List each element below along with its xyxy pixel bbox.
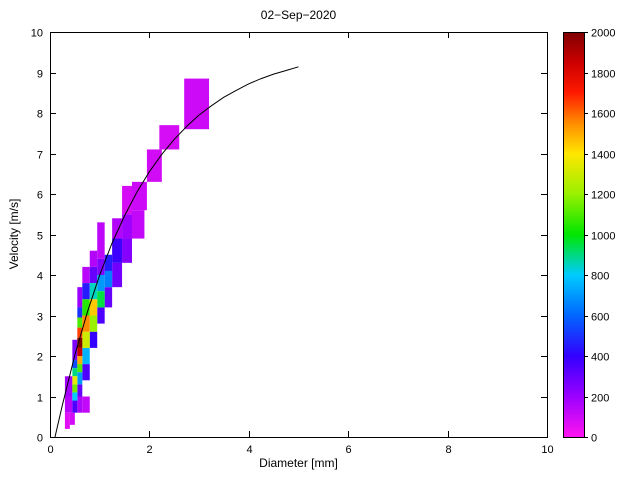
colorbar-tick-label: 200 [591,393,609,405]
colorbar-tick-label: 2000 [591,28,615,40]
heatmap-cell [112,262,123,288]
heatmap-cell [77,337,83,348]
heatmap-cell [72,368,78,377]
y-tick-label: 8 [37,109,43,121]
axis-ticks [50,32,548,438]
y-tick-label: 1 [37,393,43,405]
heatmap-cell [132,210,145,239]
heatmap-cell [77,372,83,385]
heatmap-cell [82,396,90,413]
y-tick-label: 0 [37,433,43,445]
heatmap-cell [82,331,90,348]
colorbar-tick-label: 1600 [591,109,615,121]
heatmap-cell [122,214,133,239]
heatmap-cell [64,412,70,429]
heatmap-cell [97,291,105,308]
y-tick-label: 7 [37,150,43,162]
colorbar-tick-label: 600 [591,312,609,324]
colorbar-tick-label: 1200 [591,190,615,202]
heatmap-cell [97,307,105,324]
y-tick-label: 3 [37,312,43,324]
heatmap-cell [122,185,133,215]
heatmap-cell [122,238,133,263]
colorbar-tick-label: 800 [591,271,609,283]
y-tick-label: 4 [37,271,43,283]
y-tick-label: 10 [31,28,43,40]
heatmap-cells [64,78,210,429]
heatmap-cell [77,364,83,373]
heatmap-cell [82,266,90,284]
x-tick-label: 10 [541,444,553,456]
y-tick-label: 5 [37,231,43,243]
heatmap-cell [97,275,105,292]
heatmap-cell [104,254,113,271]
colorbar-tick-label: 1400 [591,150,615,162]
heatmap-cell [77,307,83,318]
colorbar-tick-label: 400 [591,352,609,364]
heatmap-cell [97,222,105,259]
heatmap-cell [89,331,98,348]
heatmap-cell [89,250,98,267]
colorbar: 0 200 400 600 800 1000 1200 1400 1600 1800 2000 [563,28,615,445]
heatmap-cell [112,238,123,263]
axis-tick-labels: 0 2 4 6 8 10 0 1 2 3 4 5 6 7 8 9 10 [31,28,554,457]
heatmap-cell [184,78,210,130]
x-tick-label: 0 [47,444,53,456]
heatmap-cell [82,283,90,300]
heatmap-cell [77,347,83,356]
heatmap-cell [82,299,90,316]
colorbar-gradient [563,32,584,437]
y-tick-label: 6 [37,190,43,202]
heatmap-cell [64,376,73,397]
heatmap-cell [82,315,90,332]
heatmap-cell [104,287,113,308]
x-tick-label: 2 [146,444,152,456]
heatmap-cell [72,384,78,393]
heatmap-cell [77,317,83,328]
heatmap-cell [64,396,73,413]
heatmap-cell [146,149,162,182]
y-tick-label: 9 [37,69,43,81]
heatmap-cell [82,347,90,365]
terminal-velocity-curve [54,66,299,438]
chart-title: 02−Sep−2020 [260,8,337,22]
heatmap-cell [77,356,83,365]
colorbar-tick-label: 0 [591,433,597,445]
heatmap-cell [97,258,105,275]
heatmap-cell [112,218,123,239]
heatmap-cell [89,315,98,332]
heatmap-cell [72,376,78,385]
heatmap-cell [82,364,90,381]
heatmap-cell [72,400,78,413]
heatmap-cell [89,299,98,316]
heatmap-cell [104,270,113,288]
heatmap-cell [77,327,83,338]
heatmap-cell [77,384,83,397]
x-tick-label: 4 [246,444,252,456]
x-tick-label: 8 [445,444,451,456]
heatmap-cell [69,412,75,425]
y-tick-label: 2 [37,352,43,364]
heatmap-cell [89,266,98,284]
heatmap-cell [72,392,78,401]
colorbar-tick-label: 1800 [591,69,615,81]
heatmap-cell [132,181,147,211]
heatmap-cell [159,125,180,150]
heatmap-cell [77,396,83,413]
x-tick-label: 6 [345,444,351,456]
heatmap-cell [72,339,78,361]
heatmap-cell [72,360,78,369]
x-axis-label: Diameter [mm] [259,456,338,470]
heatmap-cell [77,287,83,308]
colorbar-tick-label: 1000 [591,231,615,243]
heatmap-cell [89,283,98,300]
